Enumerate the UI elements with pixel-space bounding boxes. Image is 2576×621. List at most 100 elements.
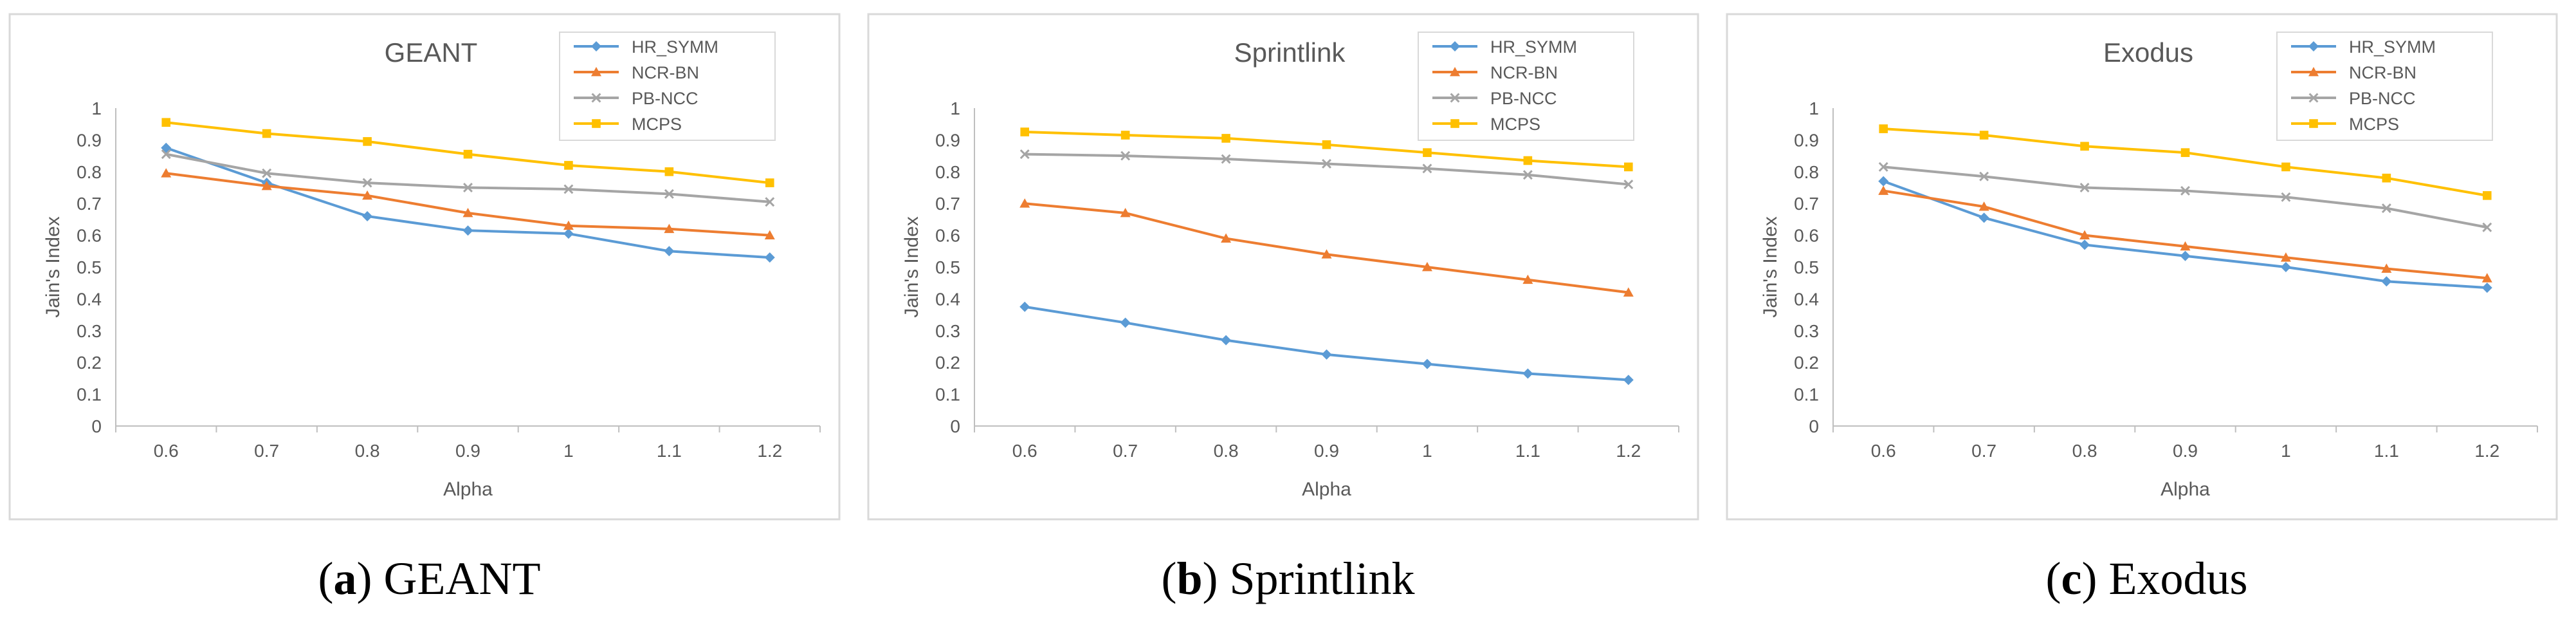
y-tick-label: 0 [1809, 416, 1819, 436]
legend-label: PB-NCC [2349, 89, 2416, 108]
data-point [765, 178, 774, 187]
data-point [1120, 131, 1130, 140]
data-point [1019, 198, 1030, 208]
data-point [1120, 317, 1131, 328]
data-point [563, 228, 574, 239]
y-tick-label: 0.2 [1794, 353, 1819, 373]
y-tick-label: 0.7 [935, 194, 960, 214]
y-tick-label: 0.6 [1794, 226, 1819, 246]
data-point [664, 167, 674, 176]
series-pb-ncc [1019, 149, 1634, 190]
data-point [2281, 162, 2290, 172]
y-tick-label: 0.6 [77, 226, 102, 246]
chart-panel-1: 0 0.1 0.2 0.3 0.4 0.5 0.6 0.7 0.8 0.9 1 0.6 0.7 0.8 0.… [8, 13, 841, 521]
y-tick-label: 0.9 [1794, 130, 1819, 150]
series-hr-symm [1878, 176, 2492, 293]
data-point [161, 168, 172, 178]
y-tick-label: 0.4 [935, 289, 960, 309]
data-point [1019, 149, 1030, 160]
y-tick-label: 0 [950, 416, 960, 436]
data-point [262, 129, 271, 138]
data-point [1623, 287, 1634, 297]
data-point [363, 137, 372, 146]
y-tick-label: 0.7 [77, 194, 102, 214]
y-tick-label: 0.9 [77, 130, 102, 150]
y-tick-label: 0.3 [935, 321, 960, 341]
x-axis-label: Alpha [2160, 479, 2210, 500]
data-point [664, 223, 675, 234]
data-point [1522, 274, 1533, 284]
legend: HR_SYMM NCR-BN PB-NCC MCPS [559, 32, 776, 141]
x-tick-label: 1 [563, 441, 574, 461]
series-ncr-bn [1019, 198, 1634, 297]
caption-a: (a) GEANT [318, 553, 541, 604]
y-tick-label: 0.9 [935, 130, 960, 150]
data-point [764, 230, 775, 239]
x-tick-label: 0.8 [2072, 441, 2097, 461]
data-point [1878, 185, 1889, 195]
chart-title: GEANT [385, 37, 478, 68]
data-point [1623, 162, 1633, 172]
x-tick-label: 1.2 [1616, 441, 1641, 461]
data-point [1522, 170, 1533, 180]
x-axis-label: Alpha [1302, 479, 1351, 500]
y-tick-label: 0.1 [77, 385, 102, 405]
x-tick-label: 1.1 [657, 441, 682, 461]
y-tick-label: 0.5 [1794, 257, 1819, 277]
legend-marker [591, 93, 601, 103]
data-point [2381, 276, 2392, 287]
data-point [1423, 148, 1432, 157]
data-point [462, 208, 473, 218]
caption-c: (c) Exodus [2045, 553, 2248, 604]
x-tick-label: 0.9 [1314, 441, 1339, 461]
x-axis-label: Alpha [443, 479, 493, 500]
legend-label: HR_SYMM [2349, 37, 2436, 57]
data-point [2079, 239, 2090, 250]
series-ncr-bn [1878, 185, 2492, 283]
y-axis-label: Jain's Index [901, 216, 922, 318]
y-tick-label: 0.1 [1794, 385, 1819, 405]
y-tick-label: 1 [1809, 98, 1819, 118]
legend-label: MCPS [1490, 115, 1540, 134]
data-point [1322, 158, 1331, 169]
chart-title: Exodus [2103, 37, 2193, 68]
legend-marker [591, 67, 601, 77]
x-tick-label: 1.1 [2374, 441, 2399, 461]
data-point [362, 210, 373, 221]
x-tick-label: 1 [2281, 441, 2291, 461]
y-tick-label: 1 [950, 98, 960, 118]
data-point [1221, 134, 1230, 143]
data-point [362, 178, 372, 188]
x-tick-label: 0.9 [2173, 441, 2198, 461]
data-point [2382, 173, 2391, 183]
series-hr-symm [1019, 301, 1634, 385]
x-tick-label: 0.7 [1113, 441, 1138, 461]
x-tick-label: 1.2 [2474, 441, 2499, 461]
data-point [2482, 191, 2492, 200]
y-tick-label: 0.7 [1794, 194, 1819, 214]
data-point [2079, 183, 2090, 192]
data-point [1878, 162, 1888, 172]
legend-marker [2308, 67, 2319, 77]
data-point [1421, 358, 1432, 369]
y-tick-label: 0.5 [77, 257, 102, 277]
data-point [1623, 180, 1634, 190]
data-point [1221, 154, 1231, 164]
data-point [1221, 233, 1232, 243]
y-tick-label: 0.8 [77, 162, 102, 182]
data-point [2180, 185, 2190, 196]
data-point [2080, 142, 2089, 151]
data-point [2180, 250, 2191, 261]
legend: HR_SYMM NCR-BN PB-NCC MCPS [1418, 32, 1634, 141]
data-point [1421, 262, 1432, 272]
legend-label: NCR-BN [2349, 63, 2416, 82]
x-tick-label: 0.8 [1214, 441, 1239, 461]
y-tick-label: 0.3 [1794, 321, 1819, 341]
data-point [463, 183, 473, 192]
data-point [2482, 222, 2492, 232]
data-point [1978, 201, 1989, 211]
data-point [1978, 212, 1989, 223]
data-point [362, 190, 373, 200]
legend-label: NCR-BN [632, 63, 699, 82]
y-tick-label: 0.1 [935, 385, 960, 405]
